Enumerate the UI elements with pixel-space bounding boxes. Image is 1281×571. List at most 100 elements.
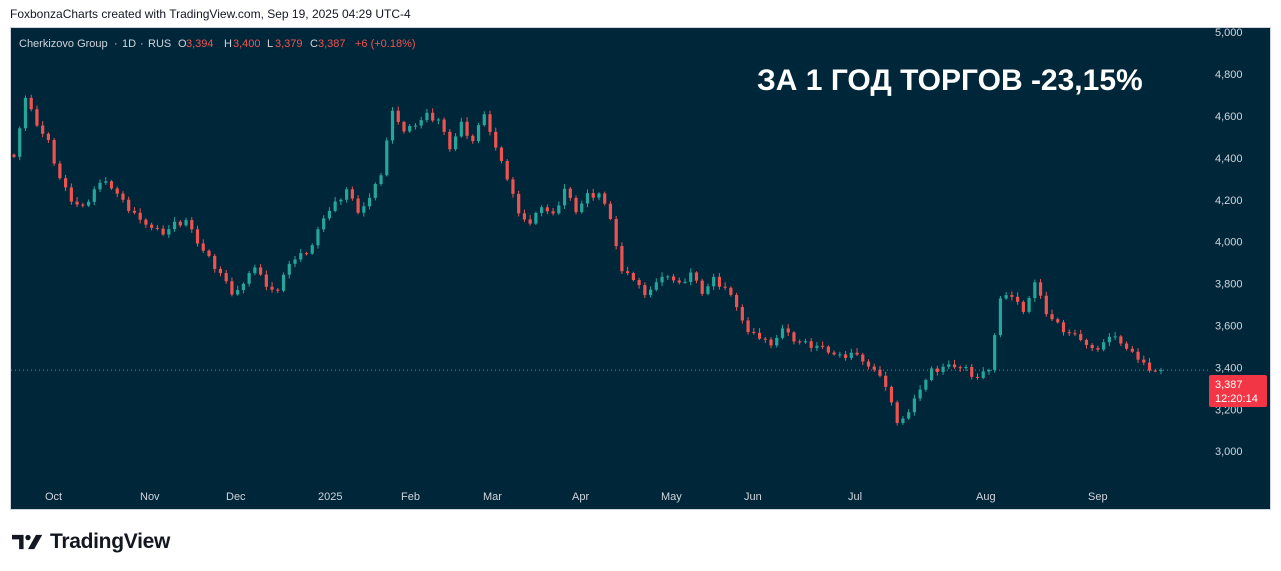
candle	[557, 201, 561, 215]
x-tick-label: Mar	[483, 491, 502, 503]
ohlc-o-label: O	[178, 38, 187, 50]
candle	[694, 271, 699, 284]
candle	[247, 271, 251, 287]
candle	[740, 304, 744, 324]
x-tick-label: Jul	[848, 491, 862, 503]
candle	[1159, 367, 1163, 375]
candle	[792, 331, 796, 345]
candle	[293, 255, 297, 268]
candle	[608, 201, 613, 221]
candle	[52, 137, 56, 166]
candle	[958, 365, 962, 372]
candle	[373, 182, 377, 201]
candle	[1107, 333, 1111, 347]
header-attribution: FoxbonzaCharts created with TradingView.…	[10, 7, 411, 21]
candle	[207, 249, 211, 258]
candle	[127, 196, 131, 214]
candle	[562, 184, 567, 209]
candle	[18, 126, 22, 161]
candle	[436, 118, 440, 125]
candle	[144, 218, 148, 228]
candle	[64, 174, 68, 192]
candle	[1124, 341, 1129, 351]
candle	[201, 239, 205, 253]
y-tick-label: 3,600	[1215, 320, 1243, 332]
candle	[425, 109, 429, 123]
candle	[442, 117, 446, 135]
candle	[603, 191, 607, 206]
ohlc-sep-1: ·	[114, 38, 118, 50]
candle	[878, 366, 882, 378]
ohlc-c-label: C	[310, 38, 318, 50]
candle	[322, 215, 326, 233]
ohlc-l-label: L	[267, 38, 273, 50]
candle	[104, 177, 108, 185]
candle	[534, 211, 538, 225]
candle	[551, 207, 555, 216]
x-tick-label: Dec	[226, 491, 246, 503]
candle	[161, 225, 165, 236]
ohlc-close: 3,387	[318, 38, 346, 50]
candle	[763, 337, 767, 343]
y-tick-label: 3,000	[1215, 446, 1243, 458]
candle	[396, 106, 400, 125]
candle	[224, 269, 228, 284]
chart-panel[interactable]: 3,000 3,200 3,400 3,600 3,800 4,000 4,200 4,400…	[10, 27, 1271, 510]
candle	[132, 207, 137, 215]
candle	[907, 409, 911, 420]
candle	[339, 198, 343, 205]
candle	[643, 282, 647, 299]
candle	[276, 287, 280, 294]
candle	[367, 193, 372, 210]
candle	[930, 366, 934, 382]
candle	[1061, 320, 1066, 336]
candle	[98, 179, 102, 192]
candle	[591, 188, 595, 201]
candle	[29, 94, 33, 112]
last-price-label: 3,387	[1215, 379, 1243, 391]
candle	[866, 359, 871, 370]
chart-annotation: ЗА 1 ГОД ТОРГОВ -23,15%	[757, 64, 1143, 97]
candle	[1044, 291, 1048, 317]
candle	[671, 274, 676, 283]
y-axis[interactable]: 3,000 3,200 3,400 3,600 3,800 4,000 4,200 4,400…	[1215, 28, 1243, 458]
candle	[637, 277, 641, 289]
ohlc-high: 3,400	[233, 38, 261, 50]
candle	[568, 186, 572, 201]
ohlc-low: 3,379	[275, 38, 303, 50]
candle	[1073, 329, 1077, 337]
candle	[402, 120, 406, 134]
candle	[385, 137, 389, 177]
x-axis[interactable]: Oct Nov Dec 2025 Feb Mar Apr May Jun Jul Aug Sep	[45, 491, 1108, 503]
price-chart[interactable]: 3,000 3,200 3,400 3,600 3,800 4,000 4,200 4,400…	[11, 28, 1270, 509]
candle	[700, 278, 704, 296]
candle	[924, 378, 928, 392]
candle	[230, 277, 234, 297]
candle	[1136, 348, 1140, 364]
candle	[138, 208, 142, 224]
candle	[1102, 339, 1106, 352]
tradingview-logo[interactable]: TradingView	[12, 530, 170, 554]
candle	[345, 187, 349, 203]
candle	[752, 328, 756, 335]
candle	[998, 295, 1003, 338]
candle	[884, 371, 888, 391]
candle	[809, 338, 813, 352]
candle	[471, 134, 475, 144]
candle	[918, 385, 922, 402]
y-tick-label: 4,000	[1215, 237, 1243, 249]
ohlc-symbol: Cherkizovo Group	[19, 38, 108, 50]
candle	[459, 117, 463, 138]
candle	[1027, 295, 1031, 314]
candle	[92, 186, 96, 206]
candle	[1016, 292, 1020, 305]
candle	[735, 292, 739, 311]
candle	[580, 200, 584, 214]
candle	[987, 368, 991, 375]
candle	[390, 107, 395, 144]
candle	[975, 373, 980, 380]
candle	[981, 367, 985, 380]
candle	[1142, 355, 1146, 366]
candle	[522, 209, 527, 222]
candle	[121, 191, 125, 203]
